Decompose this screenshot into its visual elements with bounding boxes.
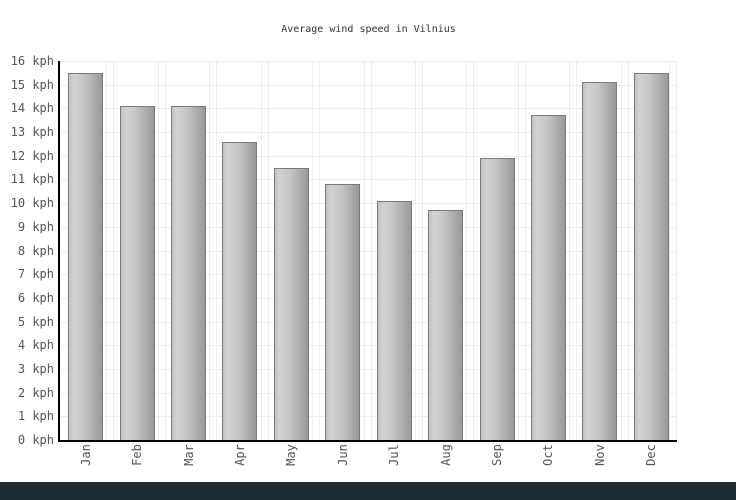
v-gridline [371, 61, 372, 440]
y-tick-label: 7 kph [17, 267, 54, 281]
h-gridline [60, 393, 677, 394]
y-tick-label: 9 kph [17, 220, 54, 234]
x-tick-label-nov: Nov [593, 444, 607, 466]
v-gridline [209, 61, 210, 440]
x-tick-label-sep: Sep [490, 444, 504, 466]
h-gridline [60, 322, 677, 323]
y-tick-label: 3 kph [17, 362, 54, 376]
x-tick-label-oct: Oct [541, 444, 555, 466]
h-gridline [60, 369, 677, 370]
v-gridline [268, 61, 269, 440]
h-gridline [60, 61, 677, 62]
bar-jan [68, 73, 103, 440]
v-gridline [216, 61, 217, 440]
v-gridline [621, 61, 622, 440]
h-gridline [60, 416, 677, 417]
h-gridline [60, 179, 677, 180]
x-tick-label-feb: Feb [130, 444, 144, 466]
x-tick-label-jun: Jun [336, 444, 350, 466]
y-tick-label: 8 kph [17, 244, 54, 258]
v-gridline [518, 61, 519, 440]
h-gridline [60, 227, 677, 228]
bar-feb [120, 106, 155, 440]
v-gridline [113, 61, 114, 440]
v-gridline [415, 61, 416, 440]
v-gridline [676, 61, 677, 440]
v-gridline [466, 61, 467, 440]
y-tick-label: 10 kph [10, 196, 54, 210]
chart-title: Average wind speed in Vilnius [281, 24, 456, 35]
v-gridline [165, 61, 166, 440]
v-gridline [106, 61, 107, 440]
v-gridline [364, 61, 365, 440]
v-gridline [422, 61, 423, 440]
y-tick-label: 14 kph [10, 101, 54, 115]
v-gridline [576, 61, 577, 440]
y-tick-label: 5 kph [17, 315, 54, 329]
x-tick-label-aug: Aug [439, 444, 453, 466]
x-tick-label-may: May [284, 444, 298, 466]
y-tick-label: 15 kph [10, 78, 54, 92]
y-tick-label: 12 kph [10, 149, 54, 163]
v-gridline [158, 61, 159, 440]
bar-may [274, 168, 309, 440]
footer-bar [0, 482, 736, 500]
plot-area [58, 61, 677, 442]
x-tick-label-jul: Jul [387, 444, 401, 466]
v-gridline [473, 61, 474, 440]
v-gridline [261, 61, 262, 440]
h-gridline [60, 203, 677, 204]
bar-nov [582, 82, 617, 440]
y-tick-label: 2 kph [17, 386, 54, 400]
bar-dec [634, 73, 669, 440]
x-tick-label-dec: Dec [644, 444, 658, 466]
bar-oct [531, 115, 566, 440]
h-gridline [60, 345, 677, 346]
bar-aug [428, 210, 463, 440]
h-gridline [60, 108, 677, 109]
v-gridline [312, 61, 313, 440]
h-gridline [60, 251, 677, 252]
v-gridline [628, 61, 629, 440]
v-gridline [669, 61, 670, 440]
x-tick-label-jan: Jan [79, 444, 93, 466]
y-tick-label: 6 kph [17, 291, 54, 305]
v-gridline [319, 61, 320, 440]
y-tick-label: 13 kph [10, 125, 54, 139]
bar-jun [325, 184, 360, 440]
y-tick-label: 16 kph [10, 54, 54, 68]
h-gridline [60, 156, 677, 157]
y-tick-label: 1 kph [17, 409, 54, 423]
y-tick-label: 11 kph [10, 172, 54, 186]
v-gridline [525, 61, 526, 440]
bar-apr [222, 142, 257, 440]
bar-sep [480, 158, 515, 440]
h-gridline [60, 274, 677, 275]
x-tick-label-apr: Apr [233, 444, 247, 466]
bar-mar [171, 106, 206, 440]
h-gridline [60, 132, 677, 133]
y-tick-label: 4 kph [17, 338, 54, 352]
x-tick-label-mar: Mar [182, 444, 196, 466]
h-gridline [60, 298, 677, 299]
bar-jul [377, 201, 412, 440]
y-tick-label: 0 kph [17, 433, 54, 447]
v-gridline [569, 61, 570, 440]
h-gridline [60, 85, 677, 86]
